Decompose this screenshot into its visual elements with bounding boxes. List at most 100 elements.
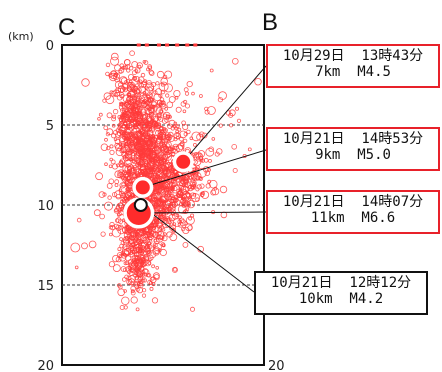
aftershock-point	[118, 161, 124, 167]
aftershock-point	[156, 175, 163, 182]
aftershock-point	[128, 139, 133, 144]
aftershock-point	[133, 169, 138, 173]
aftershock-point	[124, 172, 132, 181]
aftershock-point	[143, 245, 151, 253]
aftershock-point	[165, 143, 171, 149]
x-tick-label-right: 20	[268, 359, 285, 372]
aftershock-point	[199, 158, 204, 163]
event-marker	[133, 198, 148, 212]
aftershock-point	[141, 293, 147, 298]
aftershock-point	[131, 250, 136, 254]
event-magnitude: M5.0	[357, 147, 391, 163]
aftershock-point	[109, 157, 113, 162]
aftershock-point	[149, 70, 155, 76]
aftershock-point	[157, 130, 162, 135]
aftershock-point	[209, 68, 214, 73]
corner-label-c: C	[58, 14, 75, 41]
aftershock-point	[198, 131, 205, 138]
corner-label-b: B	[262, 9, 278, 36]
aftershock-point	[130, 285, 136, 292]
aftershock-point	[160, 155, 168, 163]
aftershock-point	[158, 164, 166, 171]
aftershock-point	[190, 213, 195, 218]
aftershock-point	[140, 81, 147, 88]
aftershock-point	[99, 213, 105, 220]
aftershock-point	[109, 144, 114, 149]
aftershock-point	[111, 52, 119, 61]
aftershock-point	[157, 248, 162, 253]
aftershock-point	[151, 134, 156, 140]
aftershock-point	[185, 207, 190, 212]
aftershock-point	[156, 235, 161, 240]
aftershock-point	[200, 192, 205, 198]
aftershock-point	[135, 100, 141, 106]
leader-line	[140, 204, 255, 293]
aftershock-point	[166, 166, 171, 172]
aftershock-point	[234, 106, 239, 111]
aftershock-point	[112, 264, 121, 273]
aftershock-point	[144, 104, 155, 115]
aftershock-point	[157, 204, 164, 212]
aftershock-point	[159, 183, 166, 190]
aftershock-point	[176, 182, 181, 186]
aftershock-point	[181, 196, 187, 202]
aftershock-point	[108, 261, 116, 268]
aftershock-point	[140, 169, 145, 174]
aftershock-point	[122, 155, 126, 159]
aftershock-point	[129, 50, 135, 56]
aftershock-point	[145, 100, 151, 105]
aftershock-point	[181, 201, 188, 208]
leader-lines	[138, 65, 267, 293]
aftershock-point	[143, 168, 150, 175]
aftershock-point	[110, 159, 116, 165]
aftershock-point	[114, 170, 122, 179]
aftershock-point	[126, 99, 131, 105]
aftershock-point	[115, 147, 124, 157]
aftershock-point	[133, 134, 139, 139]
aftershock-point	[154, 88, 162, 96]
aftershock-point	[158, 152, 162, 156]
aftershock-point	[144, 172, 150, 178]
aftershock-point	[137, 259, 143, 264]
aftershock-point	[123, 162, 128, 167]
y-tick-label: 15	[37, 279, 54, 294]
aftershock-point	[138, 247, 143, 252]
aftershock-point	[146, 92, 153, 99]
aftershock-point	[125, 156, 129, 161]
aftershock-point	[127, 178, 132, 184]
aftershock-point	[103, 125, 108, 131]
aftershock-point	[129, 157, 134, 162]
labeled-events	[123, 151, 194, 229]
aftershock-point	[195, 153, 201, 159]
aftershock-point	[169, 233, 178, 242]
aftershock-point	[134, 265, 139, 270]
aftershock-point	[114, 179, 120, 185]
aftershock-point	[137, 282, 144, 289]
aftershock-point	[157, 135, 162, 140]
aftershock-point	[142, 231, 150, 239]
aftershock-point	[135, 89, 141, 95]
aftershock-point	[183, 87, 189, 93]
aftershock-point	[145, 140, 153, 148]
aftershock-point	[114, 64, 122, 72]
aftershock-point	[108, 164, 113, 169]
aftershock-point	[179, 179, 185, 184]
aftershock-point	[184, 91, 190, 96]
aftershock-point	[181, 227, 186, 232]
aftershock-point	[172, 186, 178, 192]
aftershock-point	[88, 240, 97, 249]
aftershock-point	[179, 130, 188, 139]
aftershock-point	[188, 185, 193, 189]
aftershock-point	[208, 146, 214, 152]
aftershock-point	[123, 236, 129, 242]
aftershock-point	[114, 208, 119, 213]
aftershock-point	[119, 159, 124, 165]
aftershock-point	[170, 186, 176, 191]
aftershock-point	[138, 230, 145, 236]
aftershock-point	[129, 148, 135, 154]
surface-marker	[136, 43, 141, 47]
aftershock-point	[175, 132, 180, 137]
aftershock-point	[127, 94, 132, 99]
aftershock-point	[118, 69, 123, 74]
aftershock-point	[117, 288, 125, 297]
